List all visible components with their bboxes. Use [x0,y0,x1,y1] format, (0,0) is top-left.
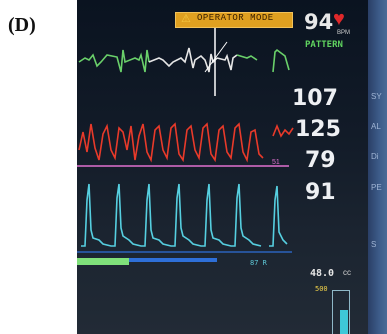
reading-2: 125 [295,117,341,142]
side-text-1: SY [371,92,382,101]
alert-banner-box [175,12,293,28]
warning-icon: ⚠ [181,13,191,25]
side-text-2: AL [371,122,381,131]
baseline-label: 51 [272,159,280,166]
waveform-small-label: 87 R [250,259,267,267]
volume-bar-fill [340,310,348,334]
reading-1: 107 [292,86,338,111]
side-text-3: Di [371,152,379,161]
volume-bar-outline [332,290,350,334]
volume-unit: cc [343,268,351,277]
heart-rate-value: 94 [304,10,334,34]
side-text-4: PE [371,183,382,192]
bar-max-label: 500 [315,285,328,293]
patient-monitor-screen: ⚠ OPERATOR MODE 94 ♥ BPM PATTERN 107 125… [77,0,387,334]
reading-3: 79 [305,148,336,173]
volume-waveform-tail [269,185,288,247]
panel-label: (D) [8,14,36,36]
alert-banner-text: OPERATOR MODE [197,13,274,23]
heart-icon: ♥ [333,8,345,30]
side-text-5: S [371,240,377,249]
bpm-unit: BPM [337,30,351,36]
status-bar-green [77,258,129,265]
cursor-diagonal [204,41,228,73]
side-panel: SY AL Di PE S [368,0,387,334]
ecg-waveform [78,47,290,73]
status-bar-blue [129,258,217,262]
volume-waveform [81,183,262,247]
volume-value: 48.0 [310,268,335,279]
pressure-waveform-tail [272,123,294,138]
pressure-waveform [78,122,264,163]
pattern-label: PATTERN [305,40,343,50]
reading-4: 91 [305,180,336,205]
waveform-area [77,22,294,265]
